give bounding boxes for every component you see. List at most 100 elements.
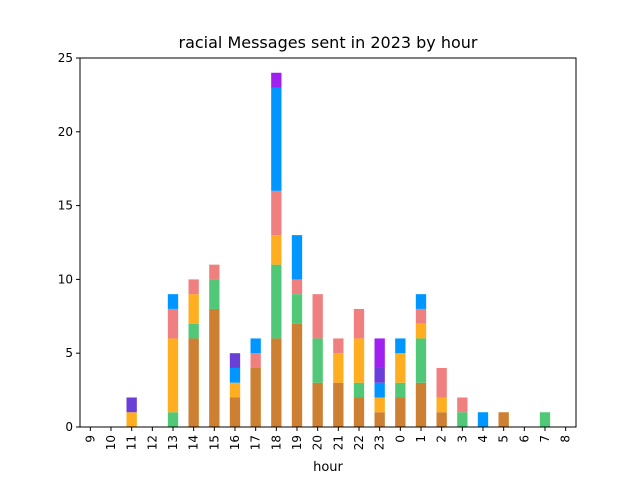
bar-segment-19-1 — [291, 294, 303, 324]
x-axis-label: hour — [313, 460, 343, 475]
bar-segment-7-1 — [539, 412, 551, 427]
bar-segment-22-0 — [353, 397, 365, 427]
x-tick-label-12: 12 — [145, 435, 159, 450]
bar-segment-4-4 — [477, 412, 489, 427]
bar-segment-15-0 — [209, 308, 220, 427]
bar-segment-13-1 — [167, 412, 179, 427]
bar-segment-13-3 — [167, 308, 179, 339]
bar-segment-23-5 — [374, 367, 385, 383]
x-tick-label-2: 2 — [435, 435, 449, 443]
bar-segment-3-3 — [457, 397, 468, 413]
bar-segment-23-6 — [374, 338, 385, 368]
x-axis: 9 10 11 12 13 14 15 16 17 18 19 20 21 22 23 0 1 2 3 4 5 6 7 8 — [83, 427, 573, 450]
bar-segment-15-3 — [209, 264, 220, 280]
bar-segment-18-6 — [271, 72, 282, 88]
x-tick-label-18: 18 — [269, 435, 283, 450]
bar-segment-1-2 — [415, 323, 427, 339]
bar-segment-20-0 — [312, 382, 323, 427]
plot-frame — [79, 57, 577, 428]
x-tick-label-22: 22 — [352, 435, 366, 450]
bar-segment-13-4 — [167, 294, 179, 309]
x-tick-label-7: 7 — [538, 435, 552, 443]
bar-segment-14-3 — [188, 279, 199, 295]
bar-segment-16-4 — [229, 367, 241, 383]
x-tick-label-16: 16 — [228, 435, 242, 450]
x-tick-label-5: 5 — [497, 435, 511, 443]
bar-segment-19-4 — [291, 235, 303, 280]
bar-segment-23-0 — [374, 412, 385, 427]
x-tick-label-3: 3 — [455, 435, 469, 443]
bar-segment-20-3 — [312, 294, 323, 339]
chart-title: racial Messages sent in 2023 by hour — [178, 33, 477, 52]
bar-segment-1-1 — [415, 338, 427, 383]
bar-segment-21-2 — [333, 353, 344, 383]
bar-segment-5-0 — [498, 412, 509, 427]
bar-segment-14-0 — [188, 338, 199, 427]
bar-segment-21-0 — [333, 382, 344, 427]
bar-segment-18-4 — [271, 87, 282, 191]
y-tick-label: 0 — [65, 420, 73, 434]
bar-segment-1-4 — [415, 294, 427, 309]
bar-segment-19-0 — [291, 323, 303, 427]
bar-segment-0-4 — [395, 338, 406, 354]
x-tick-label-11: 11 — [125, 435, 139, 450]
bar-segment-21-3 — [333, 338, 344, 354]
x-tick-label-17: 17 — [249, 435, 263, 450]
y-tick-label: 15 — [58, 199, 73, 213]
bar-segment-17-4 — [250, 338, 261, 354]
x-tick-label-1: 1 — [414, 435, 428, 443]
bar-segment-22-1 — [353, 382, 365, 398]
x-tick-label-21: 21 — [331, 435, 345, 450]
bar-segment-11-5 — [126, 397, 137, 413]
x-tick-label-4: 4 — [476, 435, 490, 443]
bar-segment-16-2 — [229, 382, 241, 398]
bar-segment-14-2 — [188, 294, 199, 324]
x-tick-label-20: 20 — [311, 435, 325, 450]
x-tick-label-0: 0 — [393, 435, 407, 443]
x-tick-label-13: 13 — [166, 435, 180, 450]
bar-segment-17-3 — [250, 353, 261, 368]
bar-segment-19-3 — [291, 279, 303, 295]
x-tick-label-14: 14 — [187, 435, 201, 450]
bar-segment-13-2 — [167, 338, 179, 413]
bar-segment-2-2 — [436, 397, 447, 413]
bar-segment-22-2 — [353, 338, 365, 383]
y-tick-label: 20 — [58, 125, 73, 139]
bar-segment-18-3 — [271, 190, 282, 236]
bar-segment-18-1 — [271, 264, 282, 339]
x-tick-label-10: 10 — [104, 435, 118, 450]
bar-segment-16-5 — [229, 353, 241, 368]
bar-segment-18-0 — [271, 338, 282, 427]
x-tick-label-19: 19 — [290, 435, 304, 450]
bar-segment-1-3 — [415, 308, 427, 324]
bar-segment-2-3 — [436, 367, 447, 398]
bar-segment-3-1 — [457, 412, 468, 427]
bar-segment-1-0 — [415, 382, 427, 427]
bar-segment-0-1 — [395, 382, 406, 398]
bar-segment-16-0 — [229, 397, 241, 427]
y-tick-label: 10 — [58, 272, 73, 286]
x-tick-label-23: 23 — [373, 435, 387, 450]
y-tick-label: 25 — [58, 51, 73, 65]
bar-segment-20-1 — [312, 338, 323, 383]
bar-segment-23-2 — [374, 397, 385, 413]
x-tick-label-6: 6 — [517, 435, 531, 443]
x-tick-label-9: 9 — [83, 435, 97, 443]
bar-segment-0-2 — [395, 353, 406, 383]
y-axis: 0 5 10 15 20 25 — [58, 51, 80, 434]
bar-segment-0-0 — [395, 397, 406, 427]
bar-segment-17-0 — [250, 367, 261, 427]
y-tick-label: 5 — [65, 346, 73, 360]
x-tick-label-8: 8 — [559, 435, 573, 443]
bar-segment-23-4 — [374, 382, 385, 398]
bar-segment-2-0 — [436, 412, 447, 427]
bar-segment-18-2 — [271, 235, 282, 265]
bars-layer — [126, 72, 551, 427]
bar-segment-15-1 — [209, 279, 220, 309]
bar-segment-22-3 — [353, 308, 365, 339]
x-tick-label-15: 15 — [207, 435, 221, 450]
bar-segment-11-2 — [126, 412, 137, 427]
bar-segment-14-1 — [188, 323, 199, 339]
